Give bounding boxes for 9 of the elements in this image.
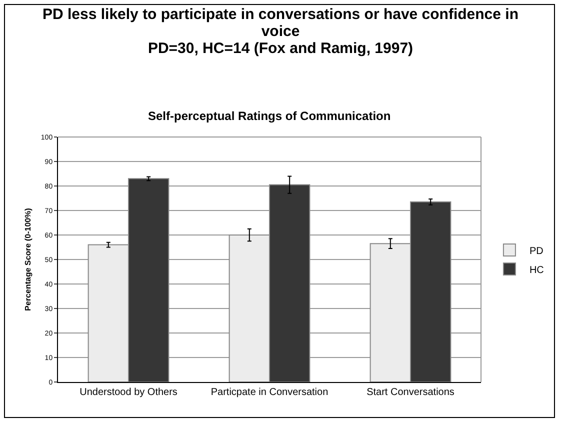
x-tick-label: Start Conversations — [366, 387, 454, 398]
legend-label: HC — [529, 264, 544, 276]
text: Self-perceptual Ratings of Communication — [148, 109, 391, 123]
y-axis-title: Percentage Score (0-100%) — [24, 208, 33, 311]
legend-label: PD — [529, 246, 544, 257]
x-tick-label: Understood by Others — [80, 387, 178, 398]
chart-subtitle: PD=30, HC=14 (Fox and Ramig, 1997) — [146, 40, 414, 57]
x-tick-label: Particpate in Conversation — [210, 387, 328, 398]
chart-title: PD less likely to participate in conversations or have confidence in voice — [42, 6, 520, 40]
